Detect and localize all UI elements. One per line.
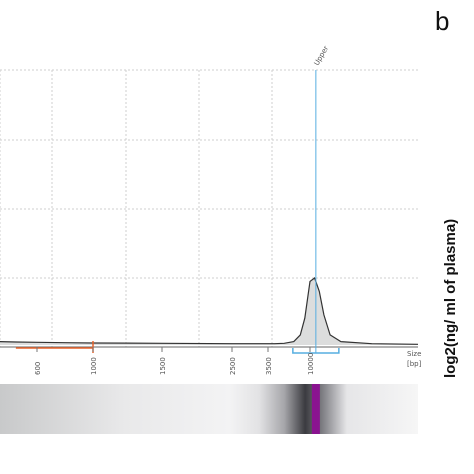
size-trace	[0, 277, 419, 353]
x-axis-title: Size	[407, 350, 421, 358]
x-tick-label-3: 2500	[229, 357, 237, 375]
gel-band	[311, 384, 320, 434]
x-tick-label-4: 3500	[265, 357, 273, 375]
upper-marker: Upper	[292, 45, 340, 354]
x-tick-label-0: 600	[34, 362, 42, 375]
panel-letter: b	[435, 6, 450, 36]
grid-lines	[0, 69, 418, 347]
x-axis: Size [bp] 600 1000 1500 2500 3500 10000	[34, 347, 422, 375]
trace-area	[0, 278, 418, 345]
trace-line	[0, 277, 419, 345]
upper-marker-label: Upper	[313, 45, 331, 67]
x-tick-label-5: 10000	[307, 353, 315, 375]
x-tick-label-1: 1000	[90, 357, 98, 375]
gel-lane	[0, 384, 418, 434]
x-axis-unit: [bp]	[407, 360, 422, 368]
marker-bracket	[292, 348, 340, 354]
x-tick-label-2: 1500	[159, 357, 167, 375]
gel-lane-background	[0, 384, 418, 434]
